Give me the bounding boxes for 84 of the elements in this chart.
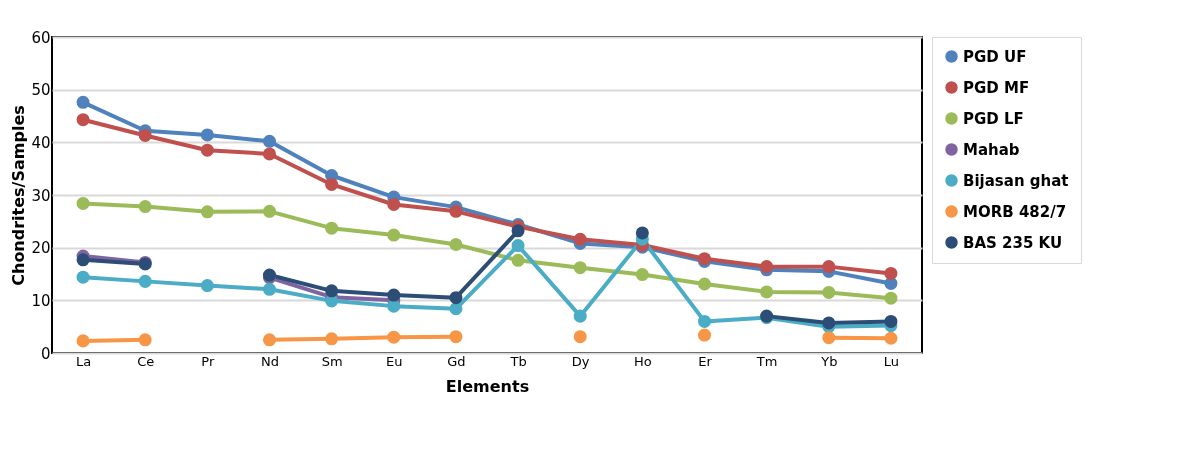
legend-label: MORB 482/7 bbox=[963, 202, 1067, 221]
legend-label: PGD UF bbox=[963, 47, 1027, 66]
point bbox=[449, 291, 463, 305]
x-tick-label: Dy bbox=[571, 353, 590, 369]
y-tick-label: 0 bbox=[40, 344, 51, 363]
y-tick-label: 30 bbox=[31, 186, 51, 205]
x-tick-label: Lu bbox=[883, 353, 900, 369]
point bbox=[573, 261, 587, 275]
point bbox=[387, 299, 401, 313]
point bbox=[449, 204, 463, 218]
point bbox=[325, 221, 339, 235]
y-axis-title: Chondrites/Samples bbox=[9, 105, 29, 286]
point bbox=[138, 274, 152, 288]
x-tick-label: Gd bbox=[447, 353, 466, 369]
point bbox=[262, 204, 277, 218]
x-tick-label: La bbox=[75, 353, 92, 369]
x-tick-label: Ho bbox=[633, 353, 652, 369]
point bbox=[76, 334, 90, 348]
point bbox=[76, 253, 90, 267]
point bbox=[697, 328, 712, 342]
point bbox=[511, 239, 525, 253]
x-tick-label: Sm bbox=[321, 353, 343, 369]
point bbox=[884, 266, 898, 280]
point bbox=[262, 134, 277, 148]
point bbox=[138, 128, 152, 142]
point bbox=[760, 285, 774, 299]
point bbox=[822, 331, 836, 345]
point bbox=[138, 333, 152, 347]
y-tick-label: 50 bbox=[31, 81, 51, 100]
point bbox=[138, 200, 152, 214]
point bbox=[635, 268, 649, 282]
x-tick-label: Ce bbox=[137, 353, 155, 369]
point bbox=[635, 226, 649, 240]
point bbox=[387, 330, 401, 344]
point bbox=[200, 143, 214, 157]
point bbox=[76, 270, 90, 284]
point bbox=[449, 238, 463, 252]
point bbox=[387, 288, 401, 302]
point bbox=[884, 314, 898, 328]
point bbox=[822, 260, 836, 274]
point bbox=[387, 228, 401, 242]
point bbox=[449, 330, 463, 344]
x-tick-label: Yb bbox=[820, 353, 838, 369]
x-tick-label: Pr bbox=[201, 353, 215, 369]
x-tick-label: Tm bbox=[755, 353, 778, 369]
point bbox=[884, 291, 898, 305]
point bbox=[76, 113, 90, 127]
point bbox=[573, 232, 587, 246]
point bbox=[387, 197, 401, 211]
point bbox=[511, 224, 525, 238]
point bbox=[76, 95, 90, 109]
point bbox=[262, 147, 277, 161]
point bbox=[200, 205, 214, 219]
point bbox=[325, 284, 339, 298]
legend-label: PGD MF bbox=[963, 78, 1030, 97]
point bbox=[200, 128, 214, 142]
point bbox=[697, 314, 712, 328]
point bbox=[262, 282, 277, 296]
point bbox=[884, 331, 898, 345]
point bbox=[325, 332, 339, 346]
point bbox=[511, 253, 525, 267]
point bbox=[573, 309, 587, 323]
x-tick-label: Er bbox=[698, 353, 713, 369]
point bbox=[325, 177, 339, 191]
y-tick-label: 60 bbox=[31, 28, 51, 47]
x-tick-label: Eu bbox=[386, 353, 403, 369]
legend-label: PGD LF bbox=[963, 109, 1024, 128]
point bbox=[76, 196, 90, 210]
y-tick-label: 10 bbox=[31, 291, 51, 310]
legend-label: BAS 235 KU bbox=[963, 233, 1063, 252]
y-tick-label: 40 bbox=[31, 133, 51, 152]
x-tick-label: Tb bbox=[509, 353, 527, 369]
point bbox=[200, 279, 214, 293]
point bbox=[697, 277, 712, 291]
y-tick-label: 20 bbox=[31, 239, 51, 258]
point bbox=[822, 285, 836, 299]
x-axis-title: Elements bbox=[445, 376, 530, 396]
point bbox=[573, 330, 587, 344]
legend-label: Mahab bbox=[963, 140, 1020, 159]
point bbox=[262, 333, 277, 347]
x-tick-label: Nd bbox=[261, 353, 279, 369]
legend-label: Bijasan ghat bbox=[963, 171, 1069, 190]
point bbox=[822, 316, 836, 330]
point bbox=[449, 302, 463, 316]
